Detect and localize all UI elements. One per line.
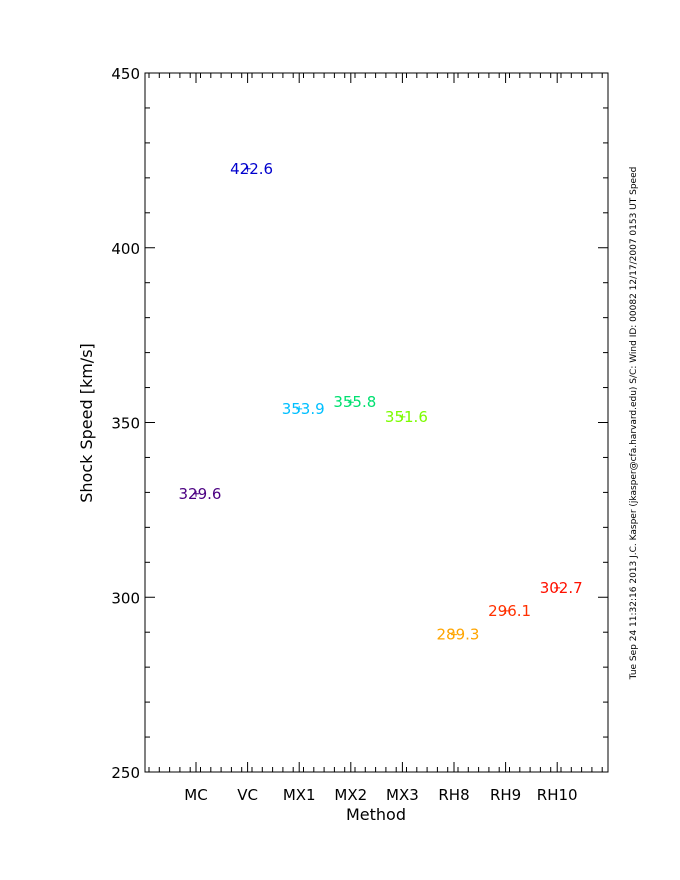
x-axis-title: Method [346,805,406,824]
data-point-marker [193,490,199,497]
data-point: 289.3 [437,626,480,644]
y-tick-label: 250 [111,764,140,782]
data-point: 302.7 [540,579,583,597]
y-tick-labels: 250 300 350 400 450 [111,65,140,782]
x-tick-label: MX1 [283,786,316,804]
data-points: 329.6 422.6 353.9 355.8 351.6 289.3 296.1 302.7 [179,160,583,644]
data-point-marker [347,399,354,406]
data-label: 355.8 [333,393,376,411]
x-tick-label: MX2 [334,786,367,804]
data-label: 353.9 [282,400,325,418]
data-label: 422.6 [230,160,273,178]
data-point-marker [554,584,561,591]
data-point: 329.6 [179,485,222,503]
data-label: 296.1 [488,602,531,620]
y-axis-title: Shock Speed [km/s] [77,343,96,503]
x-tick-label: RH10 [537,786,578,804]
data-point: 355.8 [333,393,376,411]
data-point-marker [451,631,457,638]
y-tick-label: 450 [111,65,140,83]
data-point-marker [502,607,509,614]
x-tick-label: VC [237,786,258,804]
side-note: Tue Sep 24 11:32:16 2013 J.C. Kasper (jk… [629,167,639,681]
y-tick-label: 400 [111,240,140,258]
plot-frame [144,72,609,773]
data-label: 329.6 [179,485,222,503]
data-point-marker [296,405,303,412]
data-point: 351.6 [385,408,428,426]
x-tick-labels: MC VC MX1 MX2 MX3 RH8 RH9 RH10 [184,786,577,804]
axis-ticks [145,72,608,773]
data-label: 302.7 [540,579,583,597]
x-tick-label: RH9 [490,786,521,804]
x-tick-label: RH8 [438,786,469,804]
data-point-marker [399,413,406,420]
x-tick-label: MC [184,786,207,804]
data-point-marker [244,165,251,172]
x-tick-label: MX3 [386,786,419,804]
data-label: 289.3 [437,626,480,644]
y-tick-label: 300 [111,589,140,607]
y-tick-label: 350 [111,415,140,433]
data-point: 422.6 [230,160,273,178]
data-point: 296.1 [488,602,531,620]
data-point: 353.9 [282,400,325,418]
data-label: 351.6 [385,408,428,426]
